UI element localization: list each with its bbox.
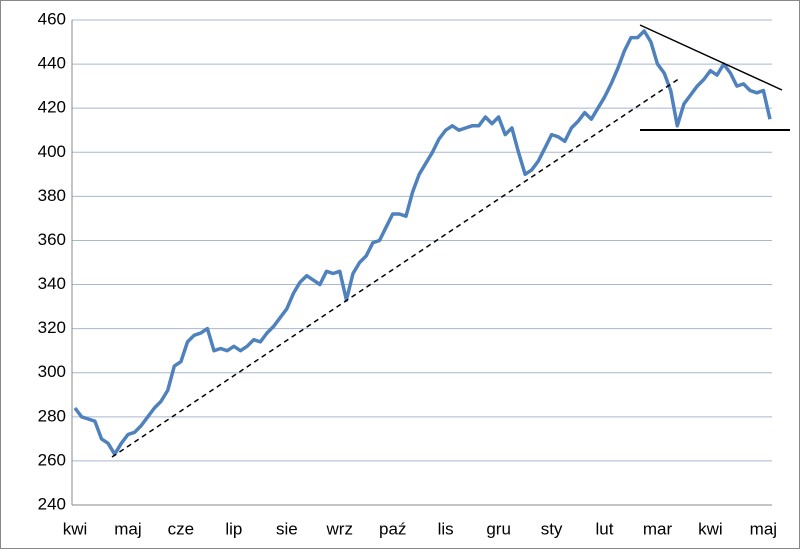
y-tick-label: 300 [38,362,66,381]
y-tick-label: 280 [38,406,66,425]
x-tick-label: paź [379,519,406,538]
y-tick-label: 440 [38,54,66,73]
price-line [73,29,772,457]
x-tick-label: lip [225,519,242,538]
x-tick-label: maj [114,519,141,538]
y-tick-label: 420 [38,98,66,117]
x-tick-label: mar [643,519,673,538]
x-tick-label: sty [541,519,563,538]
y-tick-label: 240 [38,494,66,513]
x-tick-label: lis [438,519,454,538]
x-tick-label: sie [276,519,298,538]
support-trendline [111,77,681,458]
x-tick-label: maj [750,519,777,538]
x-tick-label: wrz [326,519,353,538]
y-tick-label: 360 [38,230,66,249]
y-tick-label: 340 [38,274,66,293]
y-tick-label: 320 [38,318,66,337]
x-tick-label: kwi [63,519,88,538]
x-tick-label: gru [486,519,511,538]
grid [72,19,772,506]
x-tick-label: lut [596,519,614,538]
x-tick-label: kwi [698,519,723,538]
resistance-trendline [639,24,783,91]
y-tick-label: 260 [38,450,66,469]
y-tick-label: 460 [38,9,66,28]
y-tick-label: 400 [38,142,66,161]
x-tick-label: cze [168,519,194,538]
y-tick-label: 380 [38,186,66,205]
marks [73,29,772,457]
